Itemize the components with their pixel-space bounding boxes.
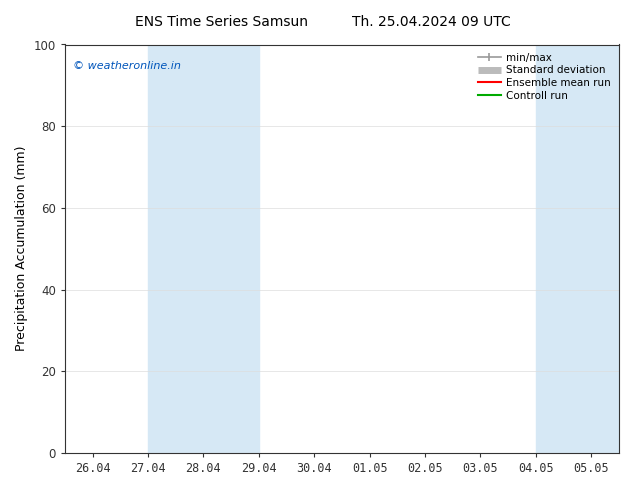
Bar — [592, 45, 619, 453]
Bar — [148, 45, 204, 453]
Y-axis label: Precipitation Accumulation (mm): Precipitation Accumulation (mm) — [15, 146, 28, 351]
Text: Th. 25.04.2024 09 UTC: Th. 25.04.2024 09 UTC — [352, 15, 510, 29]
Bar — [536, 45, 592, 453]
Legend: min/max, Standard deviation, Ensemble mean run, Controll run: min/max, Standard deviation, Ensemble me… — [475, 49, 614, 104]
Text: ENS Time Series Samsun: ENS Time Series Samsun — [136, 15, 308, 29]
Bar — [204, 45, 259, 453]
Text: © weatheronline.in: © weatheronline.in — [73, 61, 181, 71]
